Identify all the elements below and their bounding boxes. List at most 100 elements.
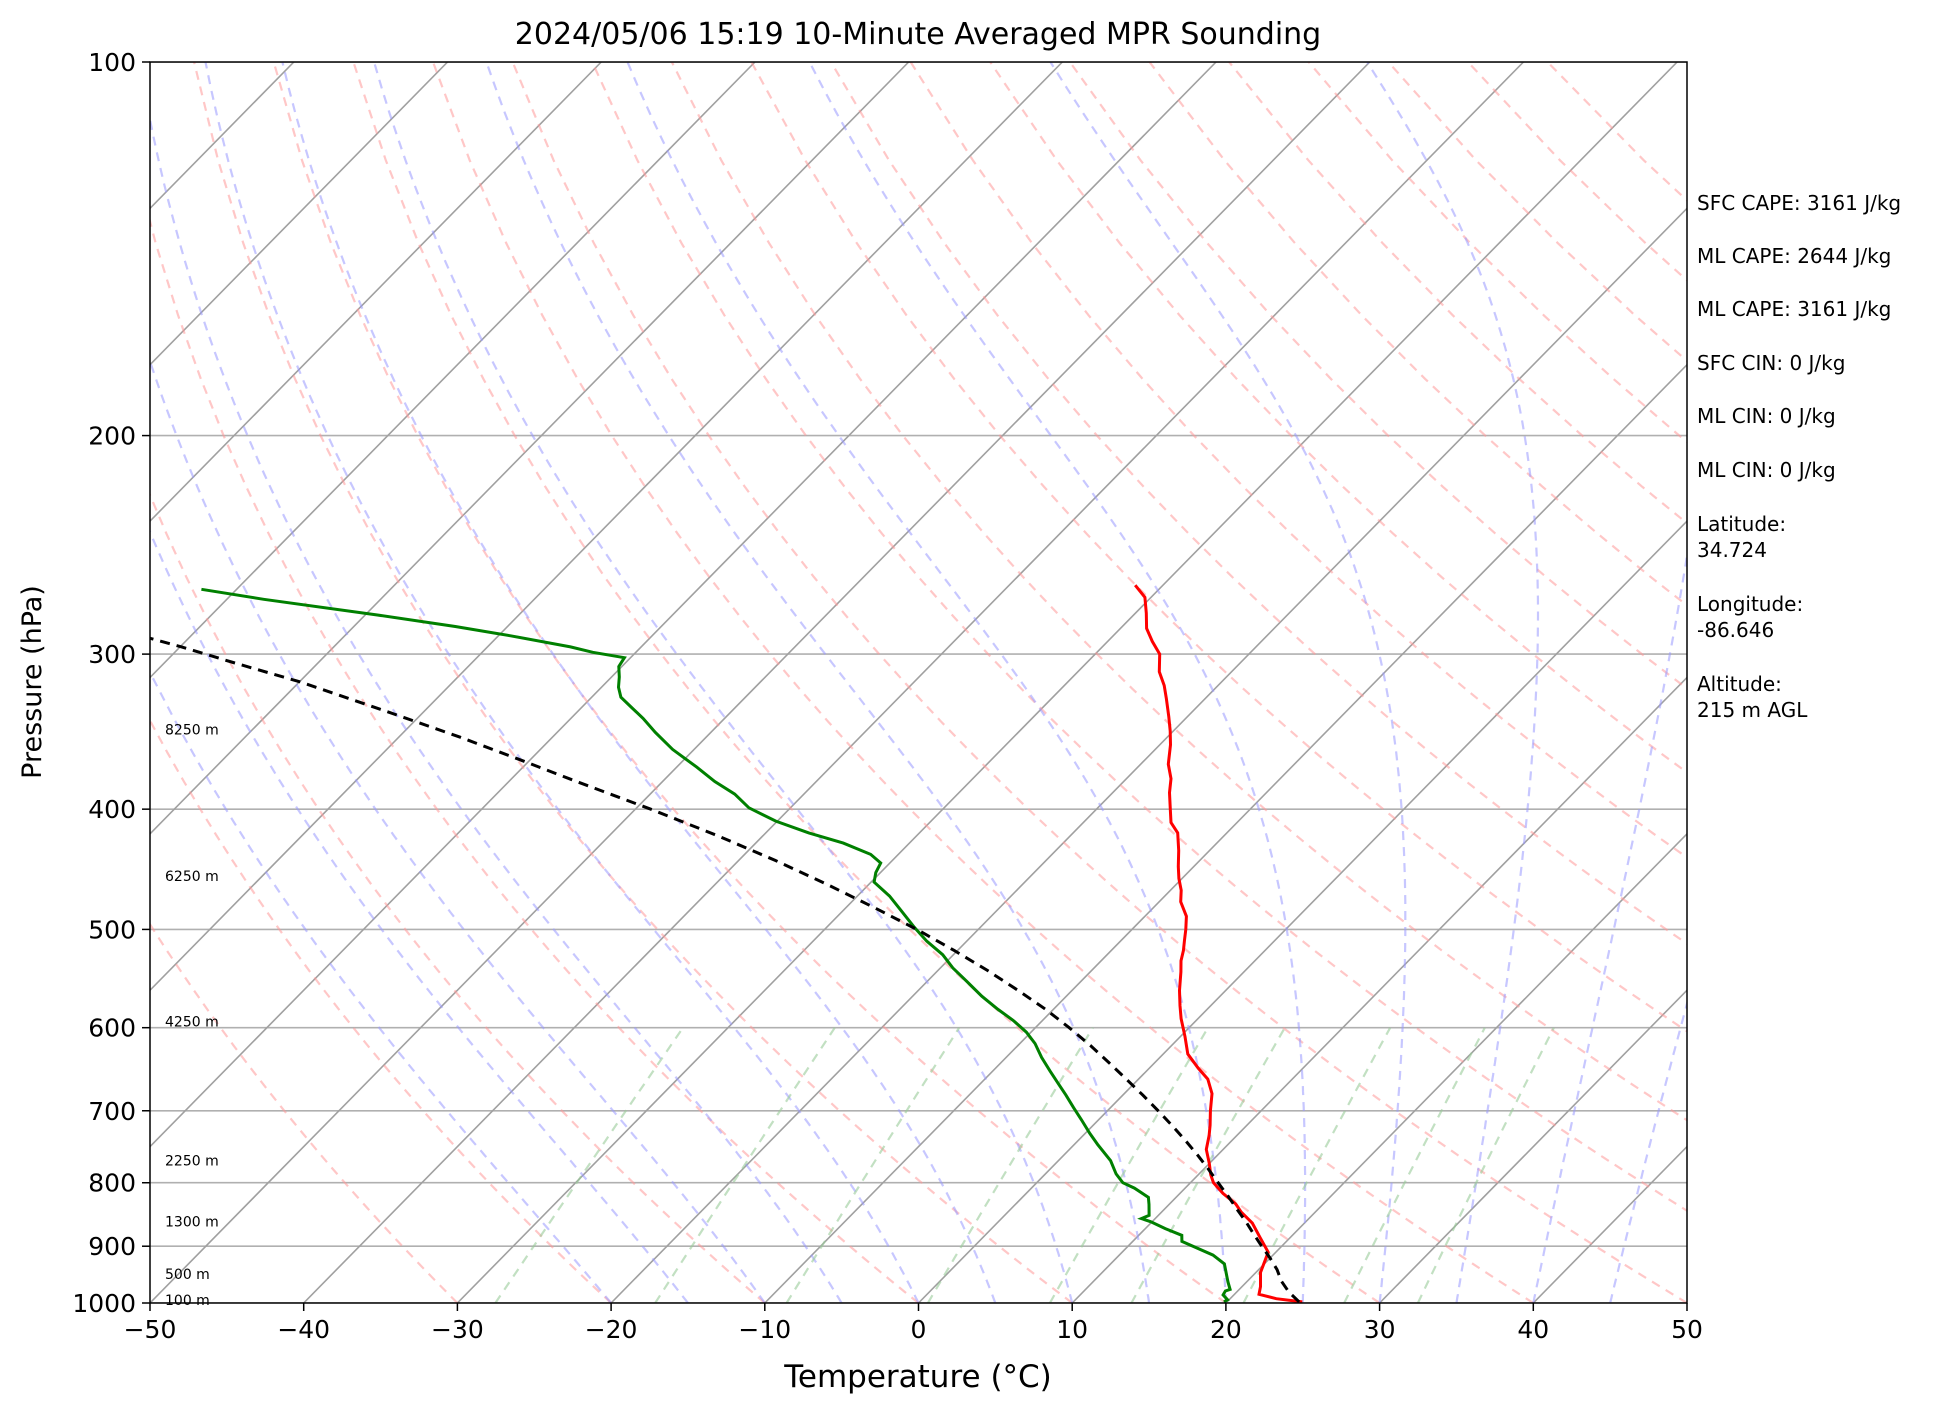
isotherm-line [917, 519, 1687, 1303]
moist-adiabat [150, 529, 689, 1303]
dry-adiabat [511, 62, 1687, 1303]
sfc-cin-text: SFC CIN: 0 J/kg [1697, 351, 1845, 375]
profile-lines [150, 584, 1303, 1303]
mixing-ratio-line [1048, 1027, 1209, 1303]
parcel-path [150, 636, 1301, 1303]
stats-panel: SFC CAPE: 3161 J/kg ML CAPE: 2644 J/kg M… [1697, 191, 1901, 722]
moist-adiabat [150, 114, 843, 1303]
mixing-ratio-line [785, 1027, 961, 1303]
y-tick-label: 200 [88, 422, 136, 451]
mixing-ratio-line [1343, 1027, 1486, 1303]
dry-adiabat [150, 216, 920, 1303]
height-labels: 8250 m 6250 m 4250 m 2250 m 1300 m 500 m 100 m [165, 722, 219, 1308]
isotherm-line [150, 62, 1063, 992]
y-tick-label: 800 [88, 1169, 136, 1198]
x-axis-label: Temperature (°C) [783, 1359, 1052, 1395]
x-tick-label: 40 [1517, 1315, 1549, 1344]
longitude-value: -86.646 [1697, 618, 1774, 642]
dry-adiabat [989, 62, 1687, 774]
isotherm-line [303, 62, 1525, 1303]
isotherm-line [610, 207, 1687, 1303]
height-label: 1300 m [165, 1215, 219, 1231]
moist-adiabat [150, 357, 766, 1303]
sfc-cape-text: SFC CAPE: 3161 J/kg [1697, 191, 1901, 215]
axis-ticks: −50 −40 −30 −20 −10 0 10 20 30 40 50 100 200 300 400 50… [72, 48, 1703, 1344]
y-tick-label: 700 [88, 1097, 136, 1126]
mixing-ratio-line [654, 1027, 836, 1303]
longitude-label: Longitude: [1697, 592, 1803, 616]
isotherm-line [1225, 832, 1687, 1303]
dry-adiabat [193, 62, 1073, 1303]
moist-adiabat [485, 62, 1151, 1303]
dry-adiabat [150, 492, 766, 1303]
x-tick-label: −10 [738, 1315, 791, 1344]
isotherm-line [456, 62, 1678, 1303]
moist-adiabat [373, 62, 1074, 1303]
dry-adiabat [150, 922, 459, 1303]
moist-adiabat [1049, 62, 1407, 1303]
isotherm-line [150, 62, 910, 836]
mixing-ratio-line [926, 1027, 1094, 1303]
moist-adiabat [204, 62, 920, 1303]
mixing-ratio-line [494, 1027, 684, 1303]
x-tick-label: 20 [1210, 1315, 1242, 1344]
ml-cape-text: ML CAPE: 3161 J/kg [1697, 297, 1891, 321]
y-tick-label: 900 [88, 1232, 136, 1261]
ml-cin-text: ML CIN: 0 J/kg [1697, 458, 1836, 482]
ml-cape-text: ML CAPE: 2644 J/kg [1697, 244, 1891, 268]
isotherm-line [150, 62, 449, 366]
altitude-label: Altitude: [1697, 672, 1782, 696]
y-axis-label: Pressure (hPa) [17, 585, 48, 779]
height-label: 8250 m [165, 722, 219, 738]
background-lines [150, 62, 1687, 1303]
x-tick-label: 30 [1364, 1315, 1396, 1344]
moist-adiabat [626, 62, 1227, 1303]
dry-adiabat [750, 62, 1687, 1033]
dry-adiabat [352, 62, 1381, 1303]
x-tick-label: −20 [585, 1315, 638, 1344]
mixing-ratio-line [1416, 1027, 1555, 1303]
height-label: 100 m [165, 1293, 210, 1309]
height-label: 500 m [165, 1267, 210, 1283]
x-tick-label: 10 [1056, 1315, 1088, 1344]
dry-adiabat [272, 62, 1227, 1303]
dry-adiabat [591, 62, 1687, 1213]
isotherm-line [764, 363, 1687, 1303]
temperature-profile [1134, 584, 1303, 1303]
y-tick-label: 400 [88, 795, 136, 824]
dry-adiabat [150, 718, 612, 1303]
height-label: 2250 m [165, 1154, 219, 1170]
x-tick-label: 0 [911, 1315, 927, 1344]
isotherm-line [150, 62, 1371, 1303]
altitude-value: 215 m AGL [1697, 698, 1808, 722]
isotherm-line [150, 62, 756, 679]
x-tick-label: −30 [431, 1315, 484, 1344]
chart-title: 2024/05/06 15:19 10-Minute Averaged MPR … [515, 17, 1321, 52]
isotherm-line [1379, 989, 1687, 1303]
moist-adiabat [1532, 548, 1687, 1303]
x-tick-label: −50 [124, 1315, 177, 1344]
moist-adiabat [281, 62, 997, 1303]
moist-adiabat [1366, 62, 1540, 1303]
moist-adiabat [150, 669, 612, 1303]
mixing-ratio-line [1242, 1027, 1392, 1303]
dewpoint-profile [201, 587, 1232, 1303]
isotherm-line [150, 62, 1217, 1148]
y-tick-label: 300 [88, 640, 136, 669]
y-tick-label: 100 [88, 48, 136, 77]
height-label: 6250 m [165, 869, 219, 885]
dry-adiabat [431, 62, 1534, 1303]
moist-adiabat [808, 62, 1307, 1303]
ml-cin-text: ML CIN: 0 J/kg [1697, 404, 1836, 428]
latitude-value: 34.724 [1697, 538, 1767, 562]
x-tick-label: 50 [1671, 1315, 1703, 1344]
y-tick-label: 600 [88, 1014, 136, 1043]
y-tick-label: 500 [88, 915, 136, 944]
dry-adiabat [830, 62, 1687, 946]
x-tick-label: −40 [277, 1315, 330, 1344]
isotherm-line [1071, 676, 1687, 1303]
y-tick-label: 1000 [72, 1289, 136, 1318]
latitude-label: Latitude: [1697, 512, 1786, 536]
height-label: 4250 m [165, 1014, 219, 1030]
